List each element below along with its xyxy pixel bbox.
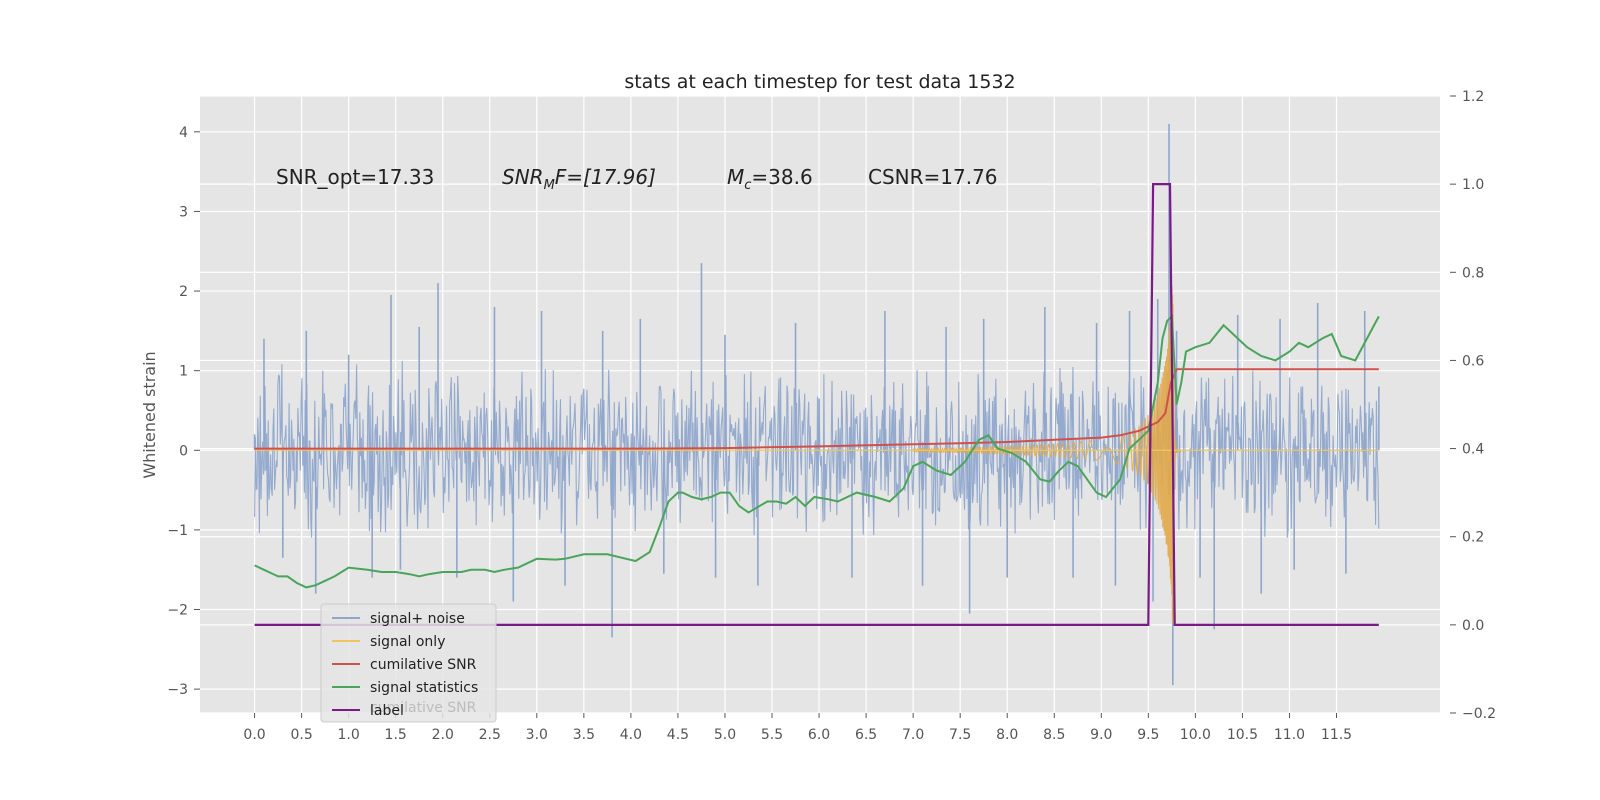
y-tick-label: 1 [179, 364, 188, 380]
legend-box [320, 603, 497, 723]
legend-label: signal+ noise [370, 611, 465, 627]
x-tick-label: 7.0 [902, 727, 924, 743]
legend-label: signal statistics [370, 680, 478, 696]
x-tick-label: 4.5 [667, 727, 689, 743]
annotation-mc: Mc=38.6 [727, 165, 813, 193]
x-tick-label: 1.0 [338, 727, 360, 743]
annotation-csnr: CSNR=17.76 [868, 165, 998, 189]
x-tick-label: 1.5 [385, 727, 407, 743]
x-tick-label: 0.0 [243, 727, 265, 743]
y2-tick-label: 0.0 [1462, 618, 1484, 634]
x-tick-label: 6.0 [808, 727, 830, 743]
snr-mf-main: SNR [502, 165, 544, 189]
x-tick-label: 2.0 [432, 727, 454, 743]
y-tick-label: 3 [179, 204, 188, 220]
legend-ghost-text: cumilative SNR [370, 700, 477, 716]
x-tick-label: 5.5 [761, 727, 783, 743]
series-label [254, 183, 1379, 626]
x-tick-label: 10.5 [1227, 727, 1258, 743]
annotation-snr-opt: SNR_opt=17.33 [276, 165, 434, 189]
y2-tick-label: −0.2 [1462, 706, 1496, 722]
annotation-snr-mf: SNRMF=[17.96] [502, 165, 656, 193]
x-tick-label: 10.0 [1180, 727, 1211, 743]
right-axis: −0.2 0.0 0.2 0.4 0.6 0.8 1.0 1.2 [1450, 89, 1496, 722]
chart-title: stats at each timestep for test data 153… [624, 71, 1015, 93]
y-tick-label: 2 [179, 284, 188, 300]
series-cumilative-snr [254, 368, 1379, 450]
y-tick-label: 0 [179, 443, 188, 459]
x-tick-label: 11.5 [1321, 727, 1352, 743]
snr-mf-tail: F=[17.96] [555, 165, 656, 189]
y-tick-label: 4 [179, 125, 188, 141]
x-tick-label: 3.5 [573, 727, 595, 743]
x-tick-label: 2.5 [479, 727, 501, 743]
series-layer [253, 123, 1380, 686]
x-axis: 0.0 0.5 1.0 1.5 2.0 2.5 3.0 3.5 4.0 4.5 5.0 5.5 6.0 6… [243, 713, 1352, 743]
x-tick-label: 11.0 [1274, 727, 1305, 743]
mc-tail: =38.6 [751, 165, 812, 189]
legend: cumilative SNR signal+ noise signal only c… [320, 603, 497, 723]
legend-label: cumilative SNR [370, 657, 477, 673]
y-axis-label: Whitened strain [140, 351, 159, 478]
series-signal-statistics [254, 314, 1380, 589]
mc-main: M [727, 165, 744, 189]
y2-tick-label: 0.2 [1462, 530, 1484, 546]
y-tick-label: −1 [167, 523, 188, 539]
snr-mf-sub: M [544, 178, 555, 193]
legend-items: signal+ noise signal only cumilative SNR si… [332, 611, 478, 719]
x-tick-label: 8.0 [996, 727, 1018, 743]
x-tick-label: 7.5 [949, 727, 971, 743]
x-tick-label: 9.0 [1090, 727, 1112, 743]
y2-tick-label: 1.0 [1462, 177, 1484, 193]
y2-tick-label: 0.6 [1462, 353, 1484, 369]
y2-tick-label: 0.8 [1462, 265, 1484, 281]
legend-label: label [370, 703, 404, 719]
series-signal-noise-texture [254, 360, 1380, 538]
mc-sub: c [744, 178, 751, 193]
x-tick-label: 4.0 [620, 727, 642, 743]
x-tick-label: 3.0 [526, 727, 548, 743]
x-tick-label: 8.5 [1043, 727, 1065, 743]
x-tick-label: 6.5 [855, 727, 877, 743]
x-tick-label: 9.5 [1137, 727, 1159, 743]
x-tick-label: 5.0 [714, 727, 736, 743]
x-tick-label: 0.5 [290, 727, 312, 743]
y2-tick-label: 1.2 [1462, 89, 1484, 105]
y-tick-label: −3 [167, 682, 188, 698]
y-tick-label: −2 [167, 603, 188, 619]
y2-tick-label: 0.4 [1462, 442, 1484, 458]
legend-label: signal only [370, 634, 445, 650]
left-axis: −3 −2 −1 0 1 2 3 4 [167, 125, 200, 698]
